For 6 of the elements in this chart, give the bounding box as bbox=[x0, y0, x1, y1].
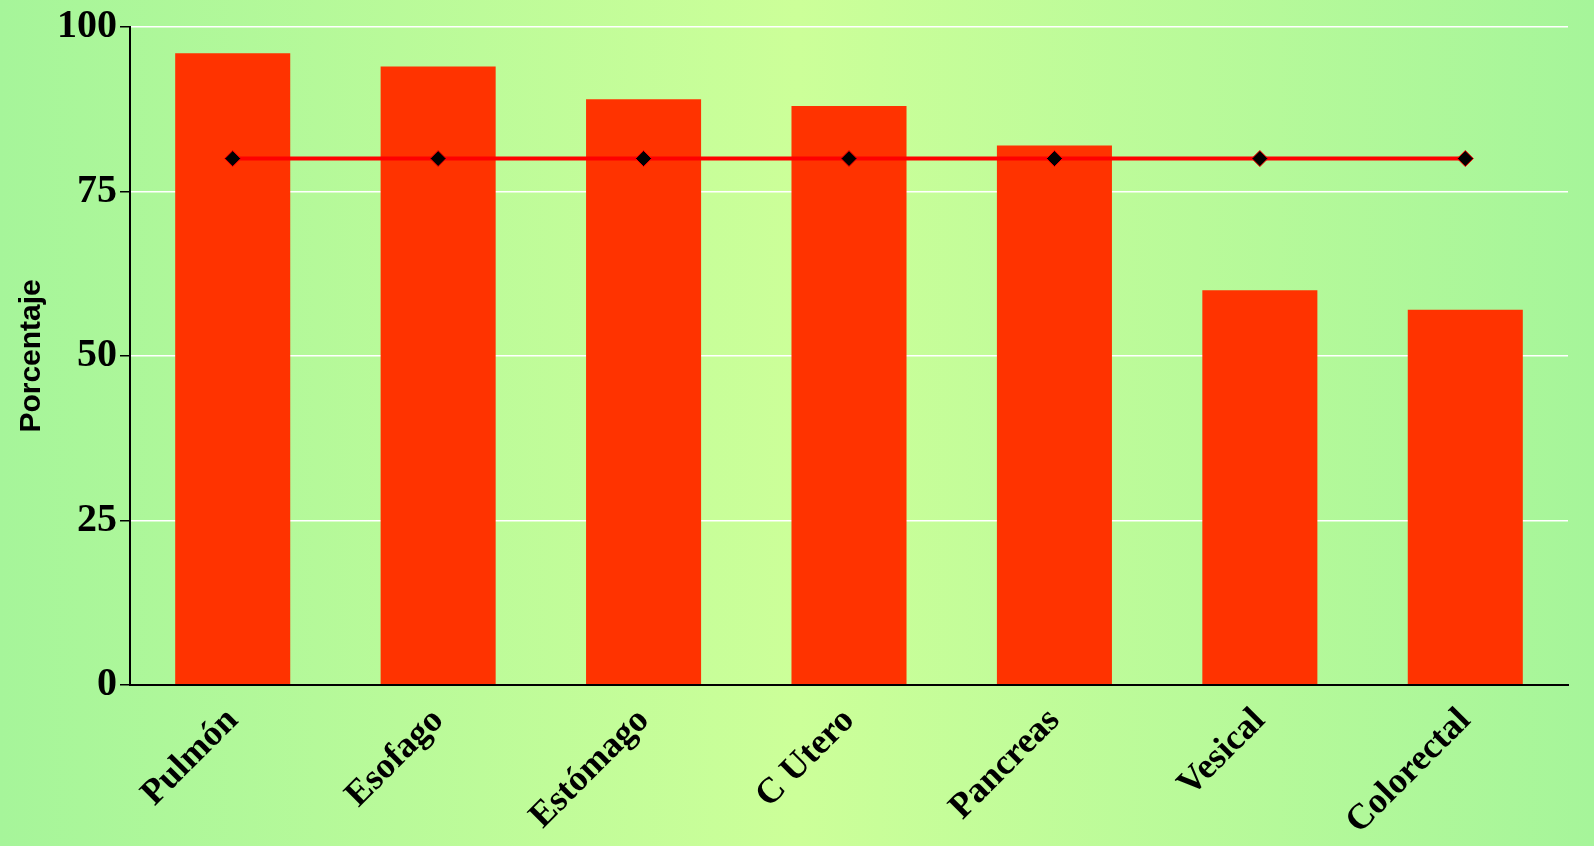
y-axis-title: Porcentaje bbox=[13, 279, 47, 433]
y-tick-label: 100 bbox=[57, 1, 117, 47]
y-tick-label: 0 bbox=[97, 659, 117, 705]
y-tick-label: 75 bbox=[77, 165, 117, 211]
y-tick-label: 25 bbox=[77, 494, 117, 540]
y-tick-label: 50 bbox=[77, 330, 117, 376]
